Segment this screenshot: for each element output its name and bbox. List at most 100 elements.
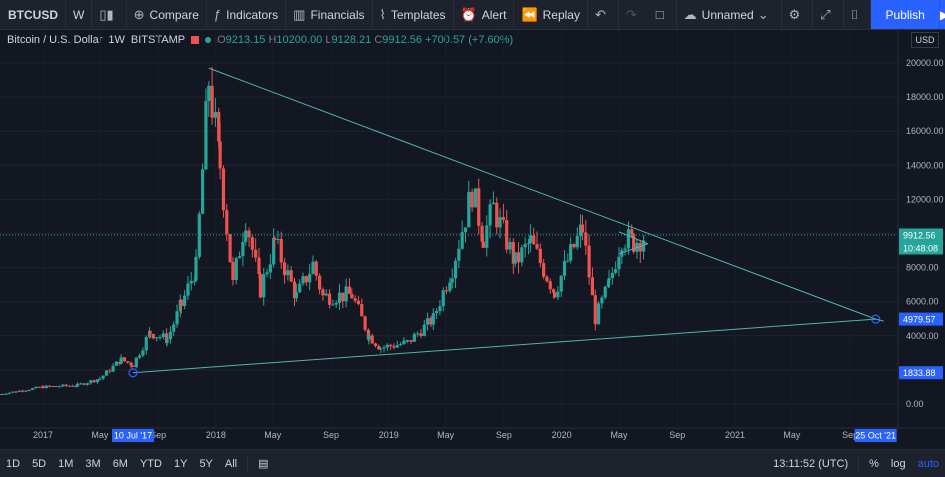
templates-button[interactable]: ⌇ Templates	[373, 0, 454, 29]
layout-name-label: Unnamed	[701, 7, 754, 22]
legend-interval: 1W	[108, 34, 125, 46]
candle-body	[175, 311, 179, 325]
candle-body	[429, 318, 433, 325]
plus-circle-icon: ⊕	[133, 6, 145, 22]
candle-body	[593, 295, 597, 325]
candle-body	[614, 269, 618, 273]
percent-toggle[interactable]: %	[869, 457, 879, 470]
alert-button[interactable]: ⏰ Alert	[454, 0, 515, 29]
close-value: 9912.56	[382, 34, 423, 46]
range-3m[interactable]: 3M	[85, 457, 101, 470]
log-toggle[interactable]: log	[890, 457, 906, 470]
candle-body	[151, 334, 155, 339]
candle-body	[444, 290, 449, 292]
range-1y[interactable]: 1Y	[173, 457, 188, 470]
fullscreen-button[interactable]: ⤢	[813, 0, 844, 29]
fullscreen-toggle-button[interactable]: □	[649, 0, 677, 29]
alert-label: Alert	[481, 7, 507, 22]
price-chart[interactable]: 20000.00 18000.00 16000.00 14000.00 12000.00…	[0, 30, 945, 449]
candle-body	[89, 380, 93, 384]
candle-body	[528, 235, 532, 244]
redo-button[interactable]: ↷	[619, 0, 649, 29]
candle-body	[172, 324, 176, 332]
candle-body	[197, 213, 201, 257]
time-badge	[854, 429, 897, 442]
symbol-search-button[interactable]: BTCUSD	[0, 0, 66, 29]
snapshot-button[interactable]: ⌷	[844, 0, 872, 29]
candle-body	[207, 85, 211, 101]
candle-body	[114, 361, 119, 366]
range-6m[interactable]: 6M	[112, 457, 128, 470]
undo-button[interactable]: ↶	[588, 0, 619, 29]
ascending-trendline	[132, 318, 876, 374]
replay-button[interactable]: ⏪ Replay	[514, 0, 588, 29]
indicators-button[interactable]: ƒ Indicators	[207, 0, 287, 29]
candle-body	[406, 340, 410, 342]
currency-badge[interactable]: USD	[911, 32, 939, 48]
goto-date-button[interactable]: ▤	[252, 457, 274, 470]
candle-body	[186, 283, 190, 296]
publish-button[interactable]: Publish	[871, 0, 939, 29]
auto-toggle[interactable]: auto	[917, 457, 939, 470]
open-label: O	[217, 34, 226, 46]
candle-body	[131, 365, 135, 368]
compare-button[interactable]: ⊕ Compare	[127, 0, 207, 29]
candle-body	[600, 297, 604, 304]
interval-button[interactable]: W	[66, 0, 93, 29]
price-badge	[899, 228, 943, 242]
candle-body	[71, 385, 75, 387]
candle-body	[431, 313, 435, 325]
candle-body	[389, 344, 393, 347]
range-1d[interactable]: 1D	[6, 457, 21, 470]
settings-button[interactable]: ⚙	[782, 0, 814, 29]
candle-body	[545, 276, 549, 282]
square-icon: □	[655, 7, 664, 22]
candle-body	[480, 225, 484, 242]
chart-type-button[interactable]: ▯▮	[92, 0, 127, 29]
utc-clock[interactable]: 13:11:52 (UTC)	[773, 457, 849, 470]
time-badge-label: 10 Jul '17	[114, 431, 152, 441]
range-5d[interactable]: 5D	[32, 457, 47, 470]
candle-body	[623, 248, 627, 251]
candle-body	[119, 357, 123, 364]
candle-body	[632, 234, 636, 252]
time-tick-label: 2021	[725, 430, 745, 440]
candle-body	[373, 343, 378, 346]
candle-body	[138, 355, 142, 358]
candle-body	[562, 260, 567, 276]
candle-body	[470, 191, 474, 208]
candle-body	[262, 274, 266, 298]
candle-body	[165, 339, 169, 343]
layout-menu-button[interactable]: ☁ Unnamed ⌄	[677, 0, 782, 29]
candle-body	[535, 244, 539, 249]
range-1m[interactable]: 1M	[58, 457, 74, 470]
publish-play-button[interactable]: ▶	[938, 0, 945, 29]
candle-body	[409, 340, 413, 342]
gear-icon: ⚙	[788, 6, 801, 22]
range-5y[interactable]: 5Y	[199, 457, 213, 470]
candle-body	[82, 383, 86, 385]
candle-body	[44, 385, 48, 389]
candle-body	[14, 391, 18, 393]
candle-body	[144, 337, 148, 351]
range-all[interactable]: All	[224, 457, 238, 470]
candle-body	[129, 362, 133, 366]
candle-body	[273, 237, 277, 240]
range-ytd[interactable]: YTD	[139, 457, 162, 470]
candle-body	[48, 385, 52, 387]
candle-body	[450, 278, 454, 283]
candle-body	[607, 278, 611, 281]
candle-body	[491, 202, 496, 205]
candle-body	[523, 244, 527, 248]
flag-icon[interactable]	[191, 36, 200, 44]
candle-body	[356, 300, 361, 305]
price-badge-label: 10:48:08	[903, 243, 938, 253]
candle-body	[395, 344, 399, 348]
open-value: 9213.15	[225, 34, 266, 46]
candle-body	[95, 379, 100, 383]
time-tick-label: 2020	[552, 430, 572, 440]
time-tick-label: 2018	[206, 430, 226, 440]
financials-button[interactable]: ▥ Financials	[286, 0, 373, 29]
time-tick-label: May	[264, 430, 282, 440]
candle-body	[189, 280, 193, 284]
